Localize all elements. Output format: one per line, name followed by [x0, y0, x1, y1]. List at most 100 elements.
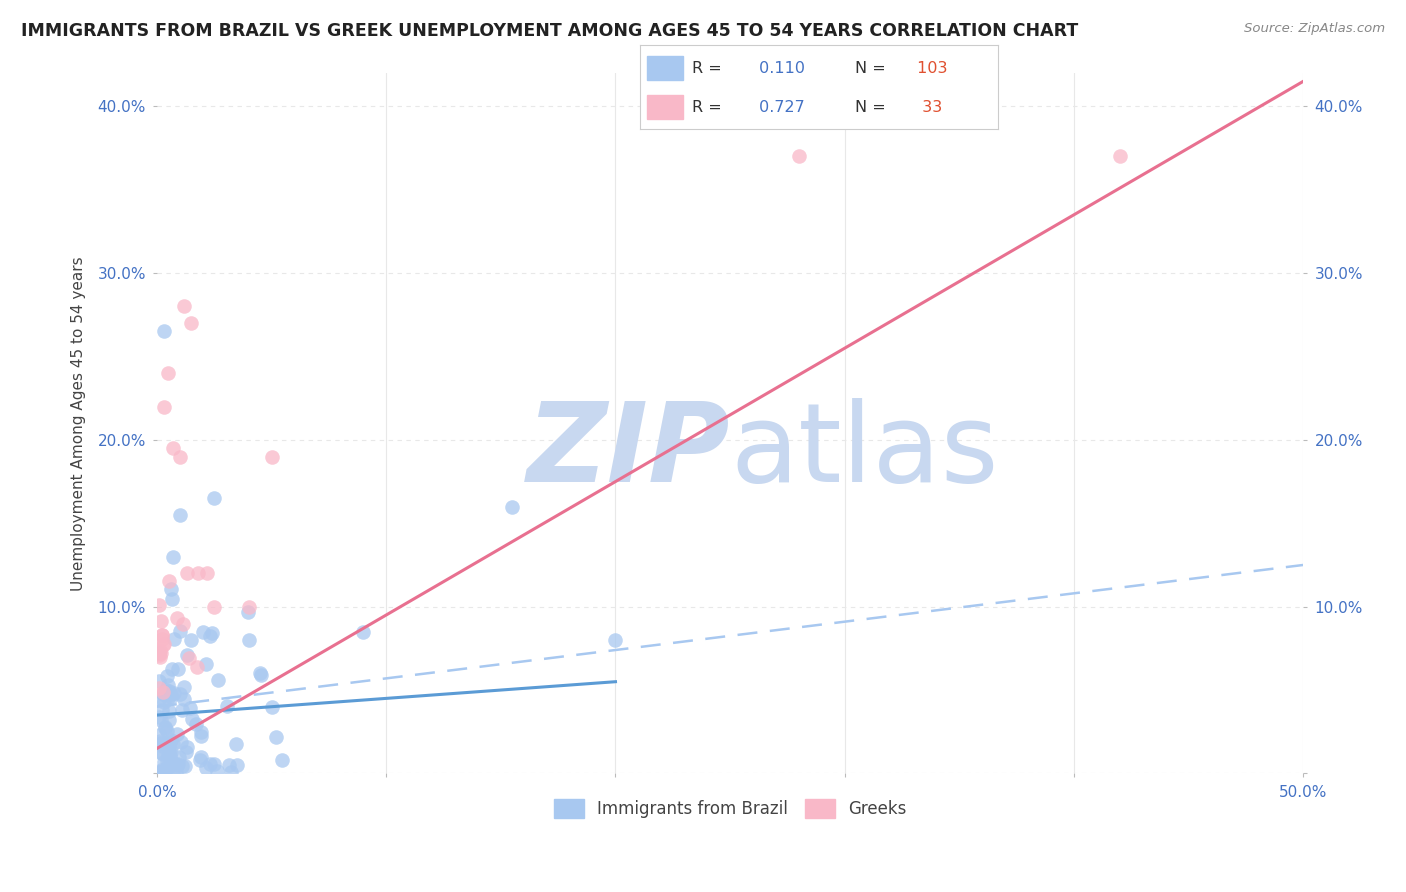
Point	[197, 566, 219, 581]
Text: 0.110: 0.110	[755, 61, 806, 76]
Point	[148, 728, 170, 742]
Point	[156, 691, 179, 706]
Point	[150, 763, 173, 777]
Point	[169, 450, 191, 464]
Point	[162, 764, 184, 779]
Point	[173, 681, 195, 695]
Point	[176, 566, 198, 581]
Point	[173, 300, 195, 314]
Point	[166, 611, 188, 625]
Point	[184, 717, 207, 731]
Point	[1108, 149, 1130, 163]
Point	[264, 731, 287, 745]
Point	[150, 632, 173, 646]
Point	[215, 698, 238, 713]
Point	[162, 632, 184, 647]
Point	[157, 739, 180, 753]
Point	[352, 624, 374, 639]
Text: 0.727: 0.727	[755, 100, 806, 115]
Point	[152, 756, 174, 770]
Point	[150, 703, 173, 717]
Text: N =: N =	[855, 100, 886, 115]
Point	[159, 687, 181, 701]
Point	[149, 734, 172, 748]
Text: R =: R =	[692, 61, 721, 76]
Y-axis label: Unemployment Among Ages 45 to 54 years: Unemployment Among Ages 45 to 54 years	[72, 256, 86, 591]
Text: 33: 33	[912, 100, 942, 115]
Point	[172, 616, 194, 631]
Point	[148, 599, 170, 613]
Point	[173, 692, 195, 706]
Bar	[647, 95, 683, 120]
Text: R =: R =	[692, 100, 721, 115]
Point	[169, 508, 191, 522]
Text: IMMIGRANTS FROM BRAZIL VS GREEK UNEMPLOYMENT AMONG AGES 45 TO 54 YEARS CORRELATI: IMMIGRANTS FROM BRAZIL VS GREEK UNEMPLOY…	[21, 22, 1078, 40]
Point	[195, 657, 218, 672]
Point	[226, 758, 249, 772]
Point	[198, 629, 221, 643]
Point	[157, 704, 180, 718]
Point	[148, 745, 170, 759]
Point	[250, 668, 273, 682]
Point	[162, 549, 184, 564]
Point	[198, 757, 221, 772]
Point	[166, 727, 188, 741]
Point	[207, 764, 229, 779]
Point	[187, 566, 209, 581]
Point	[162, 592, 184, 607]
Legend: Immigrants from Brazil, Greeks: Immigrants from Brazil, Greeks	[547, 792, 912, 824]
Point	[218, 757, 240, 772]
Point	[153, 325, 176, 339]
Point	[167, 662, 190, 676]
Point	[180, 633, 202, 648]
Point	[156, 759, 179, 773]
Point	[166, 757, 188, 772]
Point	[207, 673, 229, 687]
Text: ZIP: ZIP	[527, 398, 730, 505]
Point	[190, 750, 212, 764]
Point	[160, 745, 183, 759]
Point	[156, 747, 179, 762]
Point	[202, 599, 225, 614]
Point	[179, 701, 201, 715]
Point	[169, 687, 191, 701]
Point	[225, 737, 247, 751]
Point	[787, 149, 810, 163]
Point	[155, 737, 177, 751]
Point	[165, 764, 187, 779]
Point	[190, 730, 212, 744]
Point	[169, 624, 191, 639]
Point	[165, 757, 187, 772]
Text: atlas: atlas	[730, 398, 998, 505]
Point	[162, 441, 184, 455]
Point	[201, 626, 224, 640]
Point	[155, 720, 177, 734]
Point	[156, 723, 179, 738]
Bar	[647, 56, 683, 80]
Point	[157, 678, 180, 692]
Point	[152, 687, 174, 701]
Point	[156, 754, 179, 768]
Point	[153, 400, 176, 414]
Point	[157, 574, 180, 588]
Point	[195, 762, 218, 776]
Point	[153, 636, 176, 650]
Point	[149, 643, 172, 657]
Point	[149, 650, 172, 665]
Text: 103: 103	[912, 61, 948, 76]
Point	[190, 725, 212, 739]
Point	[180, 712, 202, 726]
Point	[501, 500, 523, 514]
Point	[157, 744, 180, 758]
Point	[169, 735, 191, 749]
Point	[157, 713, 180, 727]
Point	[271, 753, 294, 767]
Point	[155, 682, 177, 697]
Point	[170, 759, 193, 773]
Point	[180, 316, 202, 330]
Point	[157, 684, 180, 698]
Point	[186, 660, 208, 674]
Point	[160, 733, 183, 747]
Point	[150, 764, 173, 779]
Point	[159, 690, 181, 705]
